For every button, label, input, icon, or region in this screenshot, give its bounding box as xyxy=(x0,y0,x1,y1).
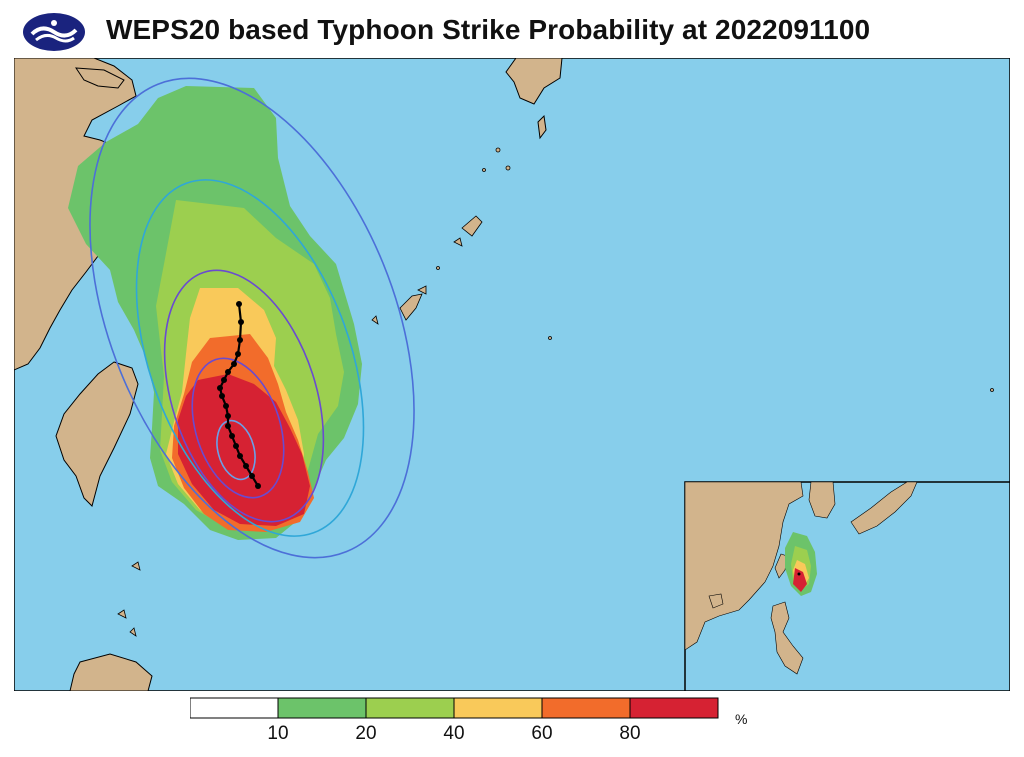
legend-labels: 10 20 40 60 80 % xyxy=(190,696,750,756)
forecast-track xyxy=(217,301,261,489)
agency-logo-icon xyxy=(23,13,85,51)
yangtze-peninsula xyxy=(75,67,125,89)
ellipse-outer xyxy=(89,77,415,559)
inset-philippines xyxy=(770,601,804,675)
ellipse-2 xyxy=(135,179,365,537)
legend-bin-80-100 xyxy=(629,697,719,719)
inset-korea xyxy=(808,481,836,519)
japan-kyushu xyxy=(505,58,563,105)
track-points xyxy=(217,301,261,489)
inset-mainland xyxy=(684,481,804,651)
batanes-islands xyxy=(117,561,141,637)
legend-bins xyxy=(190,697,719,719)
uncertainty-ellipses xyxy=(89,77,415,559)
legend-tick-40: 40 xyxy=(443,723,465,744)
legend-tick-10: 10 xyxy=(267,723,289,744)
chart-title: WEPS20 based Typhoon Strike Probability … xyxy=(106,14,871,45)
taiwan xyxy=(55,361,139,507)
legend-unit: % xyxy=(735,711,748,727)
legend-tick-20: 20 xyxy=(355,723,377,744)
legend-tick-60: 60 xyxy=(531,723,553,744)
japan-islet xyxy=(537,114,547,140)
ellipse-4 xyxy=(191,357,285,499)
legend-tick-80: 80 xyxy=(619,723,641,744)
inset-prob-red xyxy=(793,568,807,592)
ellipse-3 xyxy=(163,269,325,523)
luzon xyxy=(69,653,153,691)
inset-map xyxy=(684,481,1010,691)
strike-probability-map xyxy=(14,58,1010,691)
color-legend xyxy=(190,697,719,719)
inset-japan xyxy=(850,481,918,535)
inset-hainan xyxy=(708,593,724,609)
